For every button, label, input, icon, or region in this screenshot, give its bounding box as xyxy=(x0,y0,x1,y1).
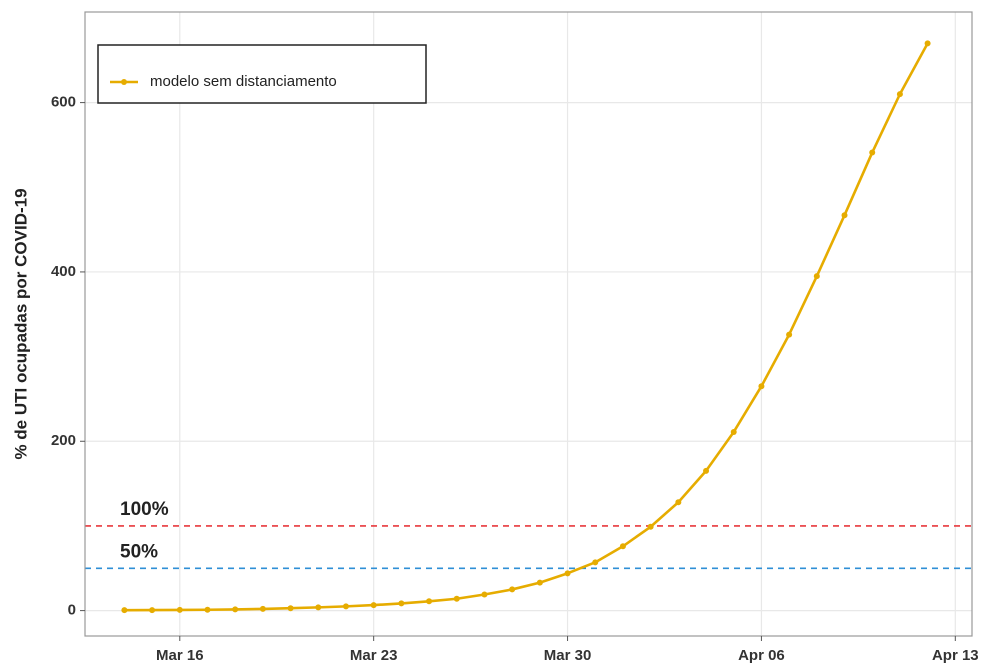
data-point xyxy=(259,605,266,612)
data-point xyxy=(509,586,516,593)
data-point xyxy=(592,559,599,566)
series-line xyxy=(124,42,929,612)
reference-label: 50% xyxy=(120,541,158,562)
data-point xyxy=(426,598,433,605)
data-point xyxy=(786,331,793,338)
x-tick-label: Mar 30 xyxy=(544,647,592,664)
data-point xyxy=(232,606,239,613)
data-point xyxy=(342,603,349,610)
data-point xyxy=(703,467,710,474)
legend-marker xyxy=(121,79,127,85)
legend-label: modelo sem distanciamento xyxy=(150,73,337,90)
x-tick-label: Mar 16 xyxy=(156,647,204,664)
data-point xyxy=(758,383,765,390)
data-point xyxy=(453,595,460,602)
data-point xyxy=(204,606,211,613)
legend: modelo sem distanciamento xyxy=(97,44,427,104)
y-tick-label: 200 xyxy=(51,432,76,449)
data-point xyxy=(149,607,156,614)
y-tick-label: 0 xyxy=(68,602,76,619)
y-tick-label: 400 xyxy=(51,263,76,280)
data-point xyxy=(536,579,543,586)
data-point xyxy=(730,428,737,435)
data-point xyxy=(564,570,571,577)
data-point xyxy=(647,523,654,530)
data-point xyxy=(481,591,488,598)
reference-label: 100% xyxy=(120,499,169,520)
data-point xyxy=(813,273,820,280)
panel-border xyxy=(84,11,973,637)
panel xyxy=(85,12,972,636)
data-point xyxy=(370,602,377,609)
y-axis-label: % de UTI ocupadas por COVID-19 xyxy=(11,188,30,459)
data-point xyxy=(841,212,848,219)
x-tick-label: Mar 23 xyxy=(350,647,398,664)
data-point xyxy=(924,40,931,47)
data-point xyxy=(675,499,682,506)
x-tick-label: Apr 13 xyxy=(932,647,979,664)
legend-box xyxy=(97,44,427,104)
data-point xyxy=(619,543,626,550)
data-point xyxy=(896,91,903,98)
x-tick-label: Apr 06 xyxy=(738,647,785,664)
y-tick-label: 600 xyxy=(51,94,76,111)
data-point xyxy=(398,600,405,607)
data-point xyxy=(869,149,876,156)
data-point xyxy=(121,607,128,614)
data-point xyxy=(287,605,294,612)
data-point xyxy=(315,604,322,611)
data-point xyxy=(176,606,183,613)
